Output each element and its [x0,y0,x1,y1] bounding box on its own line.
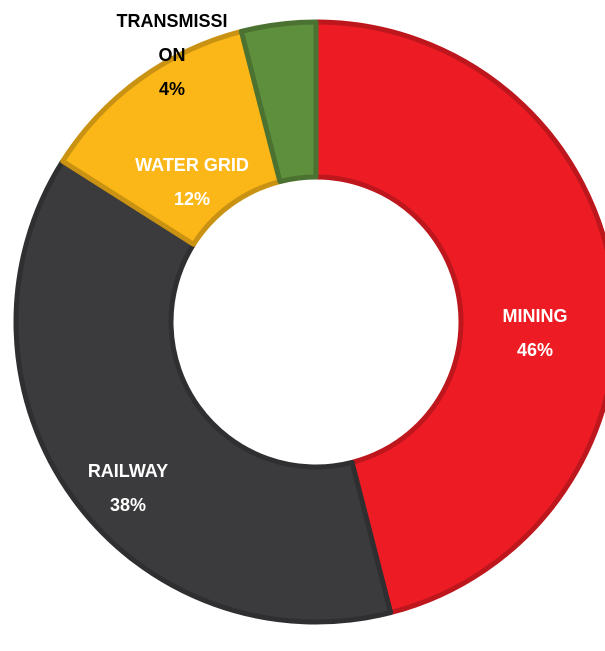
category-label: TRANSMISSION [116,11,228,65]
category-label: RAILWAY [87,461,169,481]
donut-slice [238,19,319,185]
donut-slice [313,19,605,616]
category-label: MINING [502,306,568,326]
data-label: WATER GRID 12% [117,148,267,216]
value-label: 4% [158,79,185,99]
donut-slice [13,158,394,625]
value-label: 12% [173,189,211,209]
data-label: TRANSMISSION 4% [112,4,232,106]
data-label: RAILWAY 38% [83,454,173,522]
value-label: 38% [109,495,147,515]
data-label: MINING 46% [490,299,580,367]
value-label: 46% [516,340,554,360]
category-label: WATER GRID [135,155,249,175]
donut-slice [60,28,283,247]
